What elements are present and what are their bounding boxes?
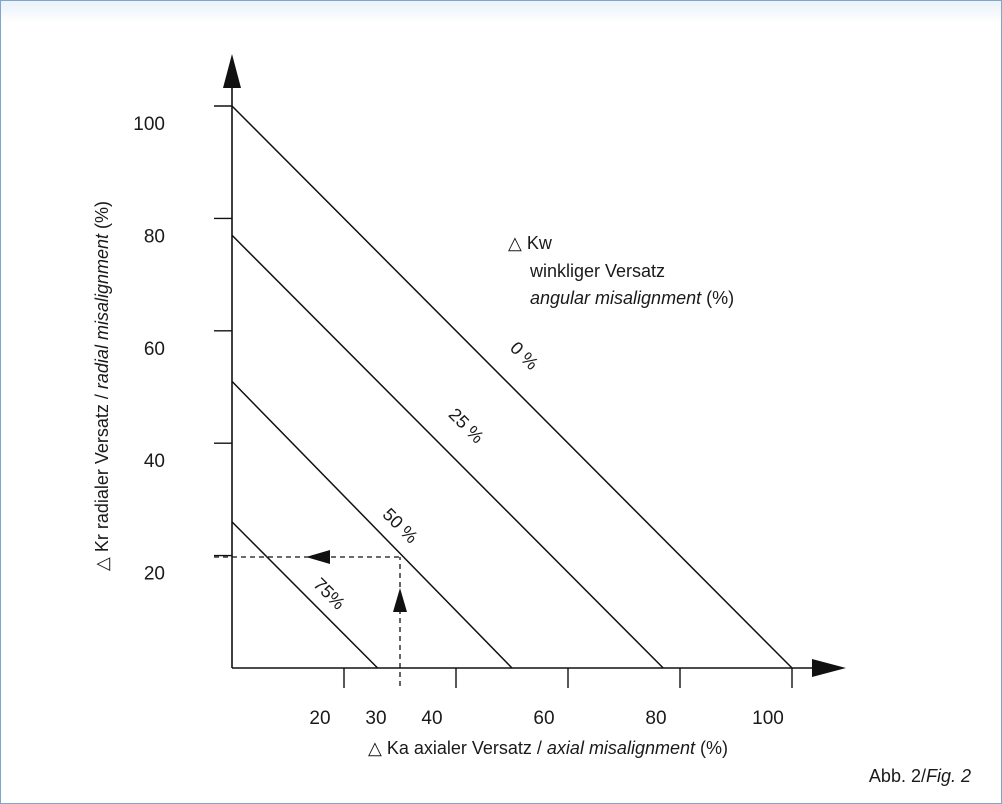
x-tick-label: 80: [645, 708, 666, 729]
x-tick-label: 60: [533, 708, 554, 729]
legend-line2-suffix: (%): [701, 288, 734, 308]
series-line: [231, 234, 664, 669]
y-axis-label-suffix: (%): [92, 201, 112, 234]
legend-line2-italic: angular misalignment: [530, 288, 702, 308]
series-lines: 0 % 25 % 50 % 75%: [231, 105, 793, 669]
series-line: [231, 380, 513, 669]
figure-caption: Abb. 2/Fig. 2: [869, 766, 971, 786]
y-axis-label-italic: radial misalignment: [92, 233, 112, 389]
axis-ticks: 20 40 60 80 100 20 30 40 60 80 100: [133, 105, 793, 729]
y-tick-label: 60: [144, 339, 165, 360]
series-label: 75%: [309, 574, 349, 614]
x-tick-label: 20: [309, 708, 330, 729]
series-label: 0 %: [506, 338, 542, 374]
legend-symbol: △ Kw: [508, 233, 553, 253]
x-axis-label: △ Ka axialer Versatz / axial misalignmen…: [368, 738, 728, 758]
y-tick-label: 40: [144, 451, 165, 472]
y-axis-arrowhead: [223, 54, 241, 88]
x-tick-label: 100: [752, 708, 784, 729]
caption-italic: Fig. 2: [926, 766, 971, 786]
caption-normal: Abb. 2/: [869, 766, 926, 786]
guide-up-arrow: [393, 588, 407, 612]
y-axis-label: △ Kr radialer Versatz / radial misalignm…: [92, 201, 112, 571]
series-line: [231, 105, 793, 669]
y-tick-label: 100: [133, 114, 165, 135]
series-line: [231, 521, 379, 669]
legend-line1: winkliger Versatz: [529, 261, 665, 281]
x-tick-label: 40: [421, 708, 442, 729]
x-axis-label-prefix: △ Ka axialer Versatz /: [368, 738, 547, 758]
axes: [223, 54, 846, 677]
guide-left-arrow: [306, 550, 330, 564]
x-axis-label-italic: axial misalignment: [547, 738, 696, 758]
example-guide-lines: [214, 550, 407, 686]
x-axis-arrowhead: [812, 659, 846, 677]
x-tick-label: 30: [365, 708, 386, 729]
series-label: 25 %: [445, 404, 488, 447]
y-axis-label-prefix: △ Kr radialer Versatz /: [92, 389, 112, 571]
series-label: 50 %: [379, 504, 422, 547]
x-axis-label-suffix: (%): [695, 738, 728, 758]
y-tick-label: 20: [144, 564, 165, 585]
legend-line2: angular misalignment (%): [530, 288, 734, 308]
y-tick-label: 80: [144, 226, 165, 247]
